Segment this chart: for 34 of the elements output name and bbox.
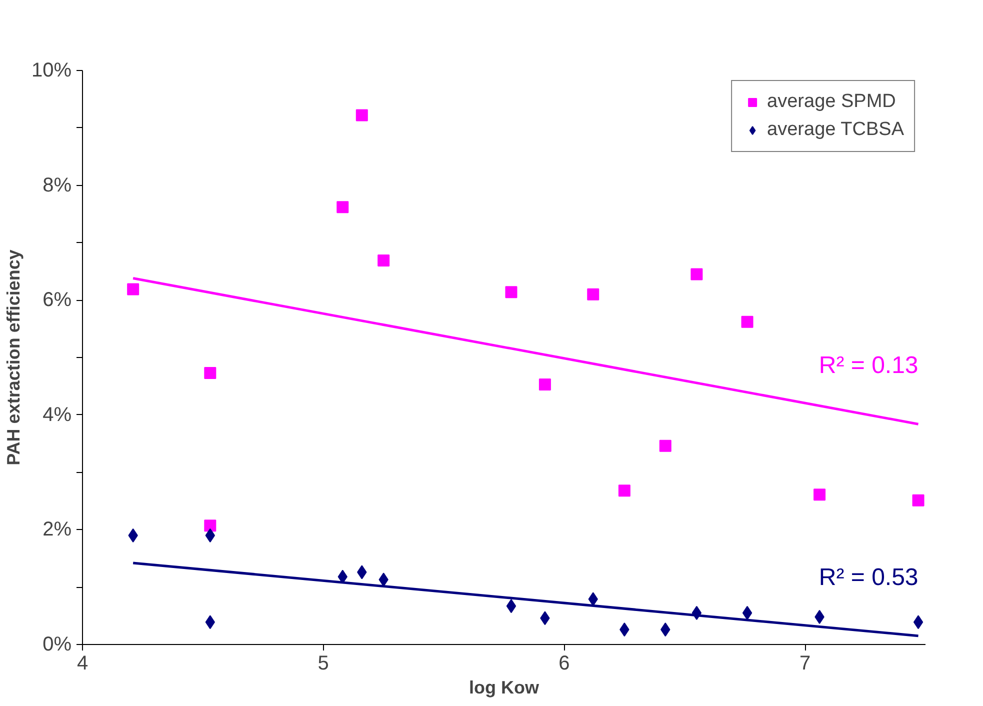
point (356, 109, 368, 122)
point (912, 494, 924, 506)
point (690, 268, 703, 280)
point (378, 254, 390, 266)
point (742, 606, 752, 620)
point (506, 599, 516, 614)
y-tick-label: 4% (42, 404, 72, 426)
point (618, 484, 630, 497)
legend-label: average SPMD (767, 91, 896, 113)
x-axis-title: log Kow (469, 678, 540, 698)
y-tick-label: 6% (42, 289, 72, 312)
point (204, 367, 216, 379)
y-tick-label: 0% (42, 634, 72, 656)
point (913, 615, 924, 630)
y-tick-label: 8% (42, 174, 72, 196)
point (741, 316, 754, 328)
point (587, 288, 600, 300)
point (659, 440, 672, 452)
point (336, 201, 349, 214)
x-tick-label: 4 (76, 652, 88, 674)
y-tick-label: 10% (31, 60, 72, 82)
point (505, 286, 518, 298)
y-tick-label: 2% (42, 518, 72, 541)
point (814, 488, 826, 501)
annotation: R² = 0.53 (818, 564, 918, 591)
x-tick-label: 7 (800, 652, 811, 674)
annotation: R² = 0.13 (818, 352, 918, 380)
x-tick-label: 6 (558, 652, 570, 674)
point (127, 283, 140, 296)
x-tick-label: 5 (318, 652, 329, 674)
legend-label: average TCBSA (767, 119, 904, 141)
point (204, 520, 216, 532)
point (538, 378, 551, 390)
y-axis-title: PAH extraction efficiency (3, 250, 24, 466)
